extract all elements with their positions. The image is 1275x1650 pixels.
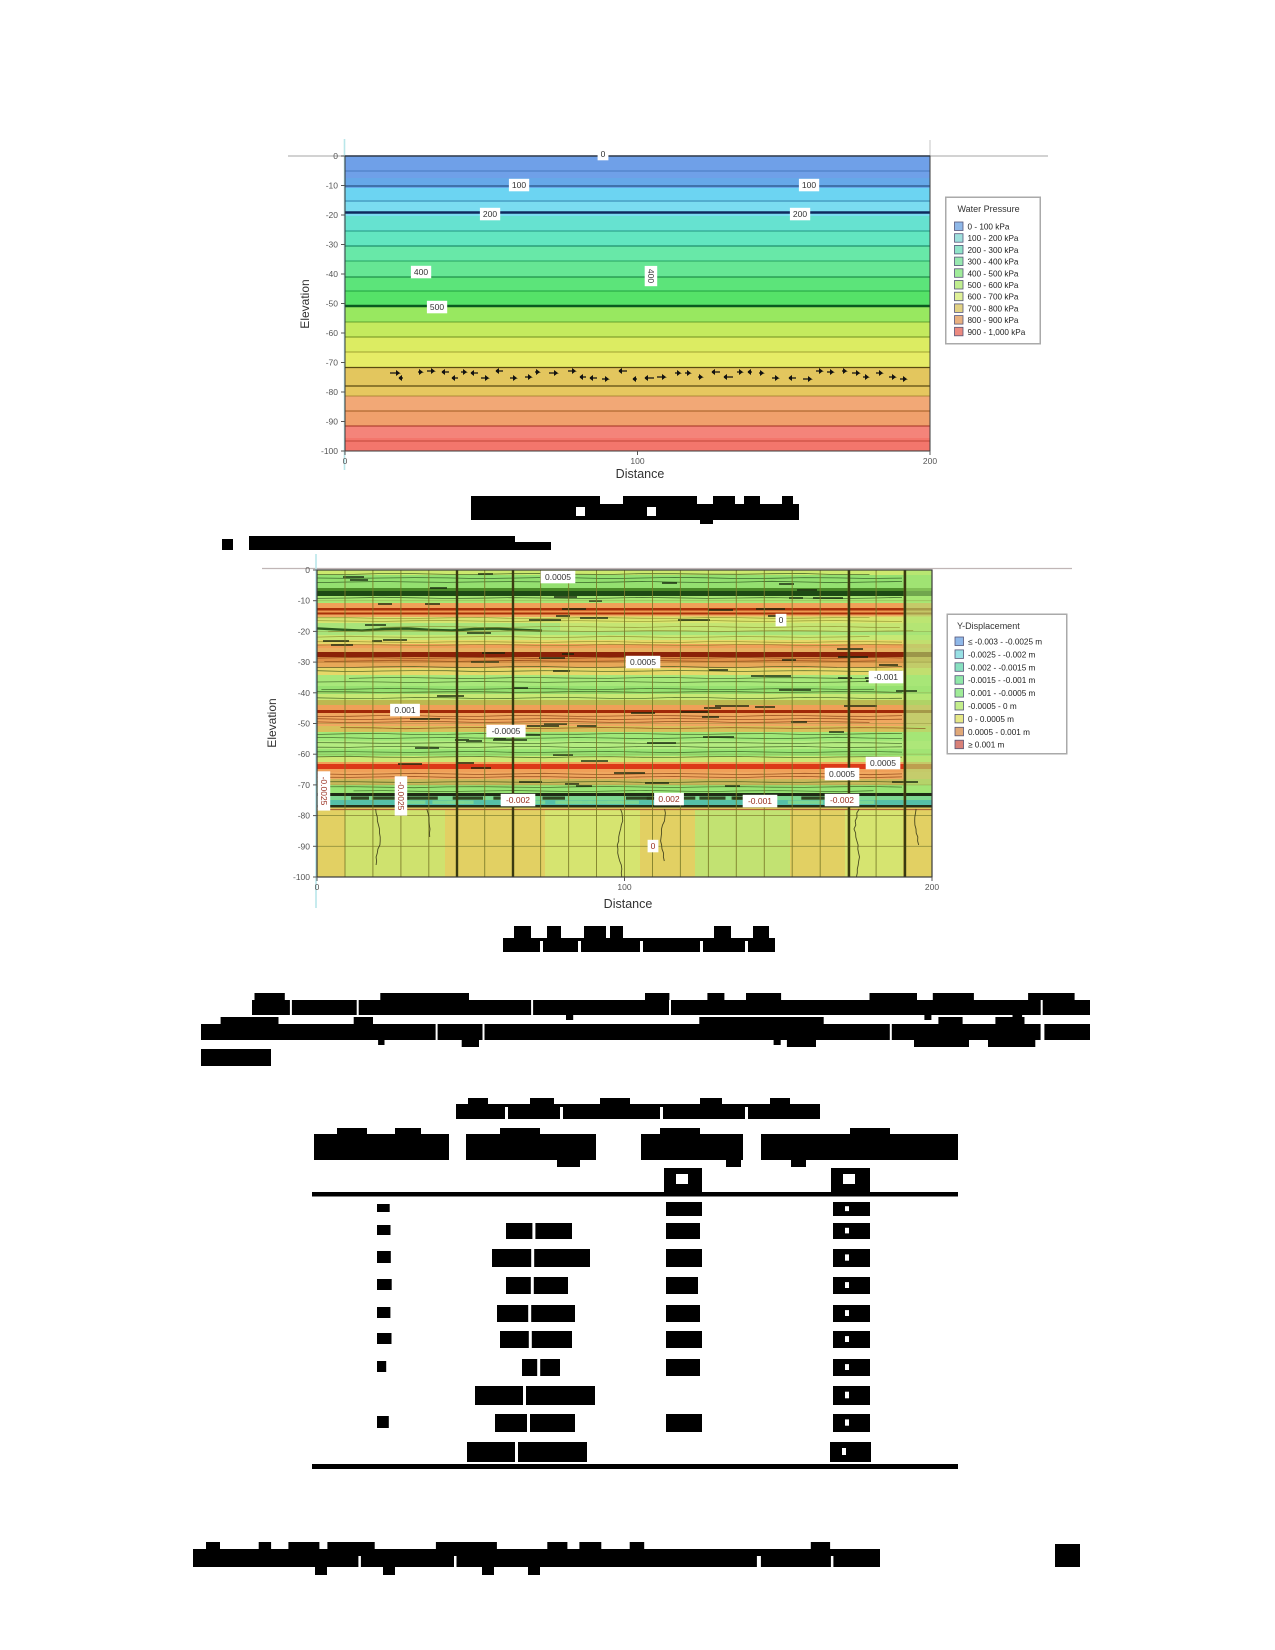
svg-text:-80: -80	[298, 811, 311, 821]
svg-text:0: 0	[315, 882, 320, 892]
svg-text:0: 0	[779, 615, 784, 625]
svg-text:0 - 0.0005 m: 0 - 0.0005 m	[968, 715, 1014, 724]
svg-text:100: 100	[802, 180, 816, 190]
svg-text:-0.002: -0.002	[506, 795, 530, 805]
svg-text:Distance: Distance	[616, 467, 665, 481]
svg-text:600 - 700 kPa: 600 - 700 kPa	[968, 293, 1019, 302]
svg-text:400: 400	[414, 267, 428, 277]
svg-text:-10: -10	[326, 181, 339, 191]
svg-text:-0.001: -0.001	[748, 796, 772, 806]
svg-text:-0.0015 - -0.001 m: -0.0015 - -0.001 m	[968, 676, 1036, 685]
svg-text:-20: -20	[326, 210, 339, 220]
svg-text:100: 100	[512, 180, 526, 190]
svg-text:200: 200	[793, 209, 807, 219]
svg-text:-0.002: -0.002	[830, 795, 854, 805]
svg-text:-10: -10	[298, 596, 311, 606]
svg-text:0: 0	[601, 149, 606, 159]
svg-text:200: 200	[923, 456, 937, 466]
svg-text:-60: -60	[298, 749, 311, 759]
svg-text:0.0005: 0.0005	[829, 769, 855, 779]
svg-text:0: 0	[651, 841, 656, 851]
svg-text:-0.0005 - 0 m: -0.0005 - 0 m	[968, 702, 1017, 711]
svg-text:-20: -20	[298, 626, 311, 636]
svg-text:-70: -70	[298, 780, 311, 790]
svg-text:-70: -70	[326, 358, 339, 368]
svg-text:≤ -0.003 - -0.0025 m: ≤ -0.003 - -0.0025 m	[968, 638, 1042, 647]
svg-text:-90: -90	[298, 841, 311, 851]
svg-text:-0.0025 - -0.002 m: -0.0025 - -0.002 m	[968, 650, 1036, 659]
svg-text:-100: -100	[293, 872, 310, 882]
svg-text:-60: -60	[326, 328, 339, 338]
svg-text:500 - 600 kPa: 500 - 600 kPa	[968, 281, 1019, 290]
svg-text:0.0005 - 0.001 m: 0.0005 - 0.001 m	[968, 728, 1030, 737]
svg-text:300 - 400 kPa: 300 - 400 kPa	[968, 258, 1019, 267]
svg-text:-0.0025: -0.0025	[319, 777, 329, 806]
svg-text:0.001: 0.001	[394, 705, 416, 715]
svg-text:-0.002 - -0.0015 m: -0.002 - -0.0015 m	[968, 663, 1036, 672]
svg-text:-50: -50	[298, 719, 311, 729]
svg-text:-30: -30	[298, 657, 311, 667]
svg-text:-100: -100	[321, 446, 338, 456]
svg-text:0.002: 0.002	[658, 794, 680, 804]
svg-text:200: 200	[483, 209, 497, 219]
svg-text:500: 500	[430, 302, 444, 312]
svg-text:100: 100	[617, 882, 631, 892]
svg-text:Distance: Distance	[604, 897, 653, 911]
svg-text:0.0005: 0.0005	[630, 657, 656, 667]
svg-text:Elevation: Elevation	[298, 279, 312, 328]
svg-text:100 - 200 kPa: 100 - 200 kPa	[968, 234, 1019, 243]
svg-text:Elevation: Elevation	[265, 698, 279, 747]
svg-text:-30: -30	[326, 240, 339, 250]
svg-text:0: 0	[305, 565, 310, 575]
svg-text:0.0005: 0.0005	[545, 572, 571, 582]
svg-text:Y-Displacement: Y-Displacement	[957, 621, 1020, 631]
svg-text:900 - 1,000 kPa: 900 - 1,000 kPa	[968, 328, 1026, 337]
svg-text:0: 0	[343, 456, 348, 466]
svg-text:0: 0	[333, 151, 338, 161]
svg-text:-0.001 - -0.0005 m: -0.001 - -0.0005 m	[968, 689, 1036, 698]
svg-text:400 - 500 kPa: 400 - 500 kPa	[968, 269, 1019, 278]
svg-text:-80: -80	[326, 387, 339, 397]
svg-text:200: 200	[925, 882, 939, 892]
svg-text:-0.001: -0.001	[874, 672, 898, 682]
svg-text:-40: -40	[326, 269, 339, 279]
svg-text:100: 100	[630, 456, 644, 466]
svg-text:≥ 0.001 m: ≥ 0.001 m	[968, 741, 1005, 750]
svg-text:0 - 100 kPa: 0 - 100 kPa	[968, 223, 1010, 232]
svg-text:Water Pressure: Water Pressure	[958, 204, 1020, 214]
svg-text:-0.0005: -0.0005	[492, 726, 521, 736]
svg-text:700 - 800 kPa: 700 - 800 kPa	[968, 304, 1019, 313]
svg-text:400: 400	[646, 269, 656, 283]
svg-text:0.0005: 0.0005	[870, 758, 896, 768]
svg-text:-90: -90	[326, 417, 339, 427]
svg-text:-40: -40	[298, 688, 311, 698]
svg-text:-0.0025: -0.0025	[396, 782, 406, 811]
svg-text:-50: -50	[326, 299, 339, 309]
svg-text:800 - 900 kPa: 800 - 900 kPa	[968, 316, 1019, 325]
svg-text:200 - 300 kPa: 200 - 300 kPa	[968, 246, 1019, 255]
